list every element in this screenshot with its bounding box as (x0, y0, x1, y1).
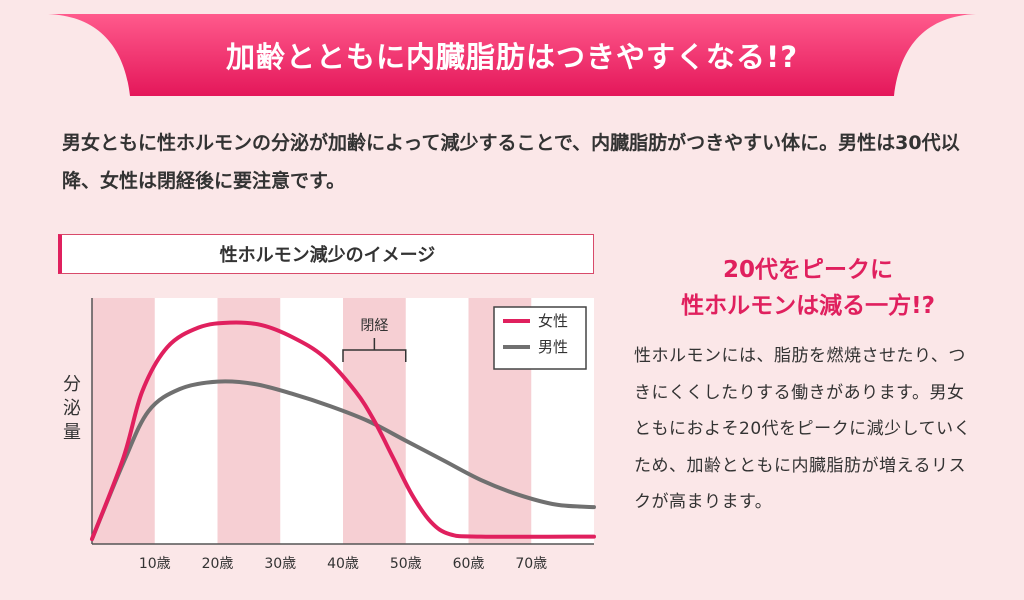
side-heading-line2: 性ホルモンは減る一方!? (681, 293, 935, 319)
menopause-label: 閉経 (360, 318, 388, 334)
y-axis-label-char: 分 (63, 374, 81, 395)
age-band-1 (217, 298, 281, 544)
age-band-0 (92, 298, 155, 544)
x-tick-label: 30歳 (264, 556, 296, 572)
y-axis-label-char: 量 (63, 422, 81, 443)
menopause-bracket (342, 338, 407, 362)
legend-box (493, 306, 587, 370)
x-tick-label: 40歳 (327, 556, 359, 572)
side-heading: 20代をピークに 性ホルモンは減る一方!? (608, 252, 1008, 324)
x-tick-label: 10歳 (139, 556, 171, 572)
banner-title: 加齢とともに内臓脂肪はつきやすくなる!? (225, 40, 799, 74)
x-tick-label: 70歳 (515, 556, 547, 572)
intro-text: 男女ともに性ホルモンの分泌が加齢によって減少することで、内臓脂肪がつきやすい体に… (62, 132, 960, 192)
title-banner: 加齢とともに内臓脂肪はつきやすくなる!? (48, 14, 976, 96)
side-body-text: 性ホルモンには、脂肪を燃焼させたり、つきにくくしたりする働きがあります。男女とも… (634, 346, 972, 512)
x-tick-label: 50歳 (390, 556, 422, 572)
side-heading-line1: 20代をピークに (722, 257, 893, 283)
banner-shape (48, 14, 976, 96)
legend-label-1: 男性 (538, 338, 568, 356)
chart-title: 性ホルモン減少のイメージ (58, 234, 594, 274)
x-tick-label: 60歳 (453, 556, 485, 572)
series-line-male (90, 379, 596, 542)
series-line-female (90, 320, 596, 542)
x-tick-label: 20歳 (202, 556, 234, 572)
y-axis-label-char: 泌 (63, 398, 81, 419)
legend-label-0: 女性 (538, 312, 568, 330)
